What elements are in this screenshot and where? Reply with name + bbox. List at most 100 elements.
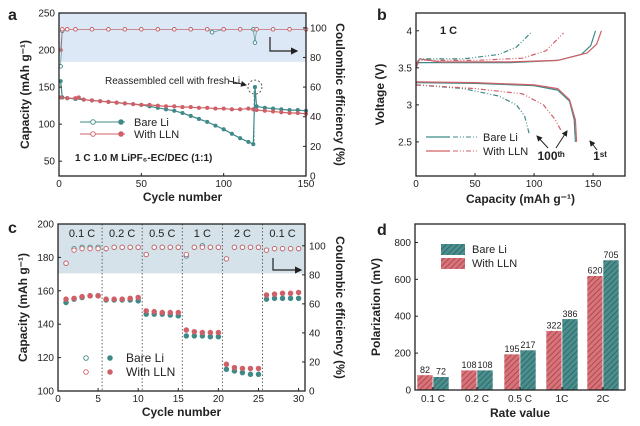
capacity-point xyxy=(279,110,284,115)
ce-shaded-region xyxy=(59,13,306,62)
ce-point xyxy=(209,30,215,35)
capacity-point xyxy=(180,110,185,116)
capacity-point xyxy=(196,105,202,110)
y-tick-label: 4 xyxy=(406,26,412,37)
x-tick-label: 100 xyxy=(215,179,232,190)
capacity-point xyxy=(221,106,226,111)
annotation-text: Reassembled cell with fresh Li xyxy=(105,76,240,87)
legend-ce-marker xyxy=(90,119,96,125)
ce-point xyxy=(255,244,262,250)
x-tick-label: 30 xyxy=(293,394,305,405)
ce-point xyxy=(279,246,286,252)
capacity-point xyxy=(213,123,218,128)
y-tick-label: 140 xyxy=(37,320,54,331)
ce-point xyxy=(127,244,133,250)
capacity-point xyxy=(180,105,185,110)
x-tick-label: 0 xyxy=(56,179,62,190)
ce-point xyxy=(188,27,193,32)
y2-tick-label: 0 xyxy=(310,172,316,183)
capacity-point xyxy=(263,292,270,298)
capacity-point xyxy=(172,108,177,113)
capacity-point xyxy=(247,365,254,372)
capacity-point xyxy=(183,333,190,339)
y-tick-label: 600 xyxy=(394,275,411,286)
capacity-point xyxy=(147,102,152,107)
ce-point xyxy=(106,27,111,32)
arrow-100th-bare xyxy=(536,135,549,149)
bar-value-label: 108 xyxy=(477,360,492,370)
bar-bare-li xyxy=(432,376,450,391)
capacity-point xyxy=(111,296,117,302)
x-tick-label: 0 xyxy=(413,179,419,190)
capacity-point xyxy=(223,361,230,368)
bar-bare-li xyxy=(561,318,579,391)
capacity-point xyxy=(188,113,193,119)
ce-point xyxy=(73,27,78,32)
y-tick-label: 150 xyxy=(38,83,55,94)
capacity-point xyxy=(143,308,149,314)
x-tick-label: 100 xyxy=(526,179,543,190)
voltage-curve-1st-discharge xyxy=(415,81,578,142)
voltage-curve-1st-charge xyxy=(415,30,602,69)
capacity-point xyxy=(295,110,300,116)
legend-label: Bare Li xyxy=(472,244,507,256)
rate-segment-label: 0.1 C xyxy=(69,228,95,240)
ce-point xyxy=(64,27,70,32)
x-tick-label: 15 xyxy=(173,394,185,405)
ce-point xyxy=(167,244,173,250)
legend-capacity-marker xyxy=(118,119,124,125)
ce-point xyxy=(111,244,117,250)
capacity-point xyxy=(239,365,246,372)
capacity-point xyxy=(246,139,251,144)
legend-ce-marker xyxy=(83,369,89,375)
ce-point xyxy=(135,244,141,250)
capacity-point xyxy=(255,371,262,378)
ce-point xyxy=(247,244,254,250)
legend: Bare Li With LLN xyxy=(441,244,517,270)
panel-label: b xyxy=(377,7,387,24)
x-tick-label: 10 xyxy=(133,394,145,405)
legend-capacity-marker xyxy=(107,369,113,375)
capacity-point xyxy=(127,295,133,302)
capacity-point xyxy=(295,295,302,302)
y2-axis-label: Coulombic efficiency (%) xyxy=(333,236,347,379)
highlight-circle xyxy=(247,79,263,95)
bar-value-label: 322 xyxy=(546,321,561,331)
capacity-point xyxy=(63,296,69,302)
legend-ce-marker xyxy=(83,355,89,361)
series-ce-with-lln xyxy=(63,244,302,266)
x-axis-label: Cycle number xyxy=(143,190,223,204)
series-capacity-bare-li xyxy=(58,79,309,147)
y2-tick-label: 80 xyxy=(310,53,322,64)
ce-point xyxy=(221,27,226,32)
ce-point xyxy=(60,27,65,32)
y2-axis-label: Coulombic efficiency (%) xyxy=(333,23,347,166)
legend-label: Bare Li xyxy=(134,117,169,129)
arrow-100th-lln xyxy=(555,130,568,149)
rate-segment-label: 0.5 C xyxy=(149,228,175,240)
ce-point xyxy=(119,244,125,250)
capacity-point xyxy=(231,364,238,371)
bar-with-lln xyxy=(460,369,478,391)
capacity-point xyxy=(229,107,234,112)
ce-point xyxy=(263,247,270,253)
legend-label: With LLN xyxy=(126,365,175,379)
legend-label: With LLN xyxy=(472,258,517,270)
y2-tick-label: 60 xyxy=(310,83,322,94)
panel-a: 0 50 100 15050100150200250020406080100Cycle… xyxy=(8,7,347,204)
x-tick-label: 25 xyxy=(253,394,265,405)
ce-point xyxy=(252,40,258,45)
ce-point xyxy=(239,244,246,250)
bar-with-lln xyxy=(545,330,563,391)
panel-b: 0 50 100 150 2.5 3 3.5 4 Capacity (mAh g⁻¹) Volta… xyxy=(373,7,626,206)
capacity-point xyxy=(199,329,206,336)
annotation-arrow xyxy=(228,80,247,87)
capacity-point xyxy=(287,110,292,116)
y-axis-label: Polarization (mV) xyxy=(369,258,383,356)
condition-text: 1 C 1.0 M LiPF₆-EC/DEC (1:1) xyxy=(75,153,212,164)
legend-capacity-marker xyxy=(107,355,113,361)
legend-ce-marker xyxy=(90,131,96,137)
bar-value-label: 82 xyxy=(420,365,430,375)
y2-tick-label: 60 xyxy=(309,299,321,310)
capacity-point xyxy=(238,107,243,112)
